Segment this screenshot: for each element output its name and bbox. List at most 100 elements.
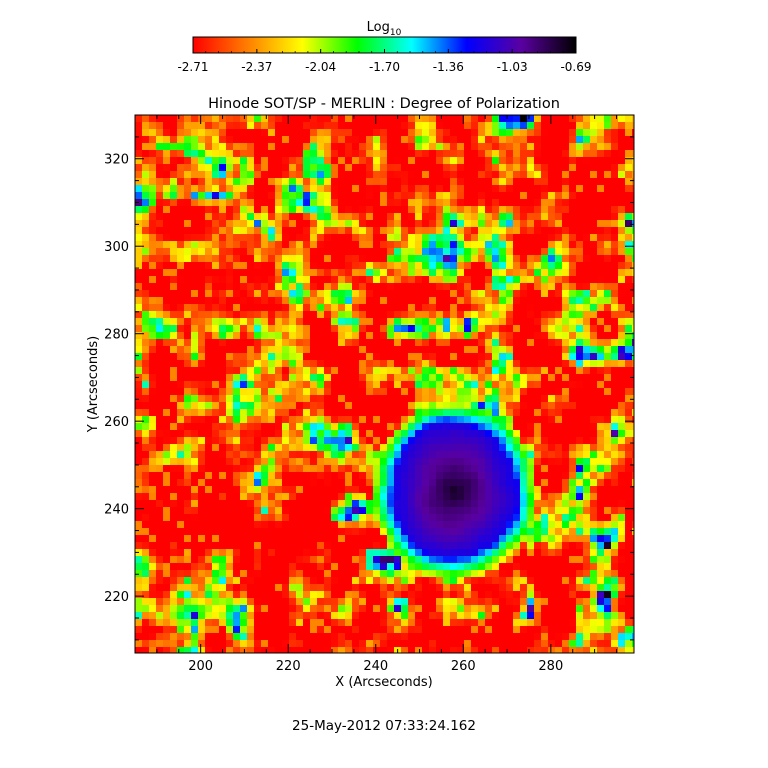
heatmap-cell (527, 374, 535, 382)
heatmap-cell (492, 486, 500, 494)
heatmap-cell (226, 171, 234, 179)
heatmap-cell (513, 395, 521, 403)
heatmap-cell (471, 437, 479, 445)
heatmap-cell (142, 227, 150, 235)
heatmap-cell (352, 570, 360, 578)
heatmap-cell (429, 507, 437, 515)
heatmap-cell (457, 472, 465, 480)
heatmap-cell (562, 185, 570, 193)
heatmap-cell (408, 206, 416, 214)
heatmap-cell (562, 486, 570, 494)
heatmap-cell (177, 262, 185, 270)
heatmap-cell (443, 381, 451, 389)
heatmap-cell (576, 437, 584, 445)
heatmap-cell (289, 129, 297, 137)
heatmap-cell (366, 360, 374, 368)
heatmap-cell (240, 402, 248, 410)
heatmap-cell (513, 465, 521, 473)
heatmap-cell (611, 150, 619, 158)
heatmap-cell (240, 416, 248, 424)
heatmap-cell (380, 500, 388, 508)
heatmap-cell (149, 388, 157, 396)
heatmap-cell (282, 430, 290, 438)
heatmap-cell (625, 458, 633, 466)
heatmap-cell (611, 528, 619, 536)
heatmap-cell (296, 339, 304, 347)
heatmap-cell (394, 444, 402, 452)
heatmap-cell (254, 570, 262, 578)
heatmap-cell (282, 465, 290, 473)
heatmap-cell (247, 157, 255, 165)
heatmap-cell (191, 542, 199, 550)
heatmap-cell (534, 255, 542, 263)
heatmap-cell (331, 143, 339, 151)
heatmap-cell (506, 563, 514, 571)
heatmap-cell (352, 402, 360, 410)
heatmap-cell (548, 318, 556, 326)
heatmap-cell (555, 486, 563, 494)
heatmap-cell (590, 556, 598, 564)
heatmap-cell (394, 570, 402, 578)
heatmap-cell (513, 241, 521, 249)
heatmap-cell (310, 122, 318, 130)
heatmap-cell (177, 388, 185, 396)
heatmap-cell (261, 192, 269, 200)
heatmap-cell (583, 367, 591, 375)
heatmap-cell (261, 262, 269, 270)
heatmap-cell (541, 423, 549, 431)
heatmap-cell (464, 325, 472, 333)
heatmap-cell (303, 451, 311, 459)
heatmap-cell (492, 150, 500, 158)
heatmap-cell (506, 458, 514, 466)
heatmap-cell (611, 437, 619, 445)
heatmap-cell (590, 220, 598, 228)
heatmap-cell (163, 395, 171, 403)
heatmap-cell (569, 129, 577, 137)
heatmap-cell (135, 150, 143, 158)
heatmap-cell (520, 535, 528, 543)
heatmap-cell (226, 157, 234, 165)
heatmap-cell (317, 255, 325, 263)
heatmap-cell (331, 535, 339, 543)
heatmap-cell (205, 318, 213, 326)
heatmap-cell (275, 157, 283, 165)
heatmap-cell (611, 115, 619, 123)
heatmap-cell (135, 570, 143, 578)
heatmap-cell (296, 423, 304, 431)
heatmap-cell (604, 199, 612, 207)
heatmap-cell (513, 528, 521, 536)
heatmap-cell (352, 563, 360, 571)
heatmap-cell (499, 563, 507, 571)
heatmap-cell (261, 423, 269, 431)
heatmap-cell (527, 122, 535, 130)
heatmap-cell (135, 234, 143, 242)
heatmap-cell (401, 493, 409, 501)
heatmap-cell (401, 150, 409, 158)
heatmap-cell (275, 542, 283, 550)
heatmap-cell (450, 591, 458, 599)
heatmap-cell (548, 339, 556, 347)
heatmap-cell (492, 521, 500, 529)
heatmap-cell (415, 136, 423, 144)
heatmap-cell (135, 598, 143, 606)
heatmap-cell (569, 220, 577, 228)
heatmap-cell (457, 444, 465, 452)
heatmap-cell (394, 241, 402, 249)
heatmap-cell (534, 346, 542, 354)
heatmap-cell (611, 591, 619, 599)
heatmap-cell (513, 318, 521, 326)
heatmap-cell (331, 346, 339, 354)
heatmap-cell (534, 465, 542, 473)
heatmap-cell (219, 136, 227, 144)
heatmap-cell (275, 535, 283, 543)
heatmap-cell (170, 290, 178, 298)
heatmap-cell (261, 311, 269, 319)
heatmap-cell (387, 234, 395, 242)
heatmap-cell (492, 591, 500, 599)
heatmap-cell (345, 423, 353, 431)
heatmap-cell (429, 437, 437, 445)
heatmap-cell (261, 115, 269, 123)
heatmap-cell (408, 269, 416, 277)
heatmap-cell (513, 339, 521, 347)
heatmap-cell (562, 311, 570, 319)
